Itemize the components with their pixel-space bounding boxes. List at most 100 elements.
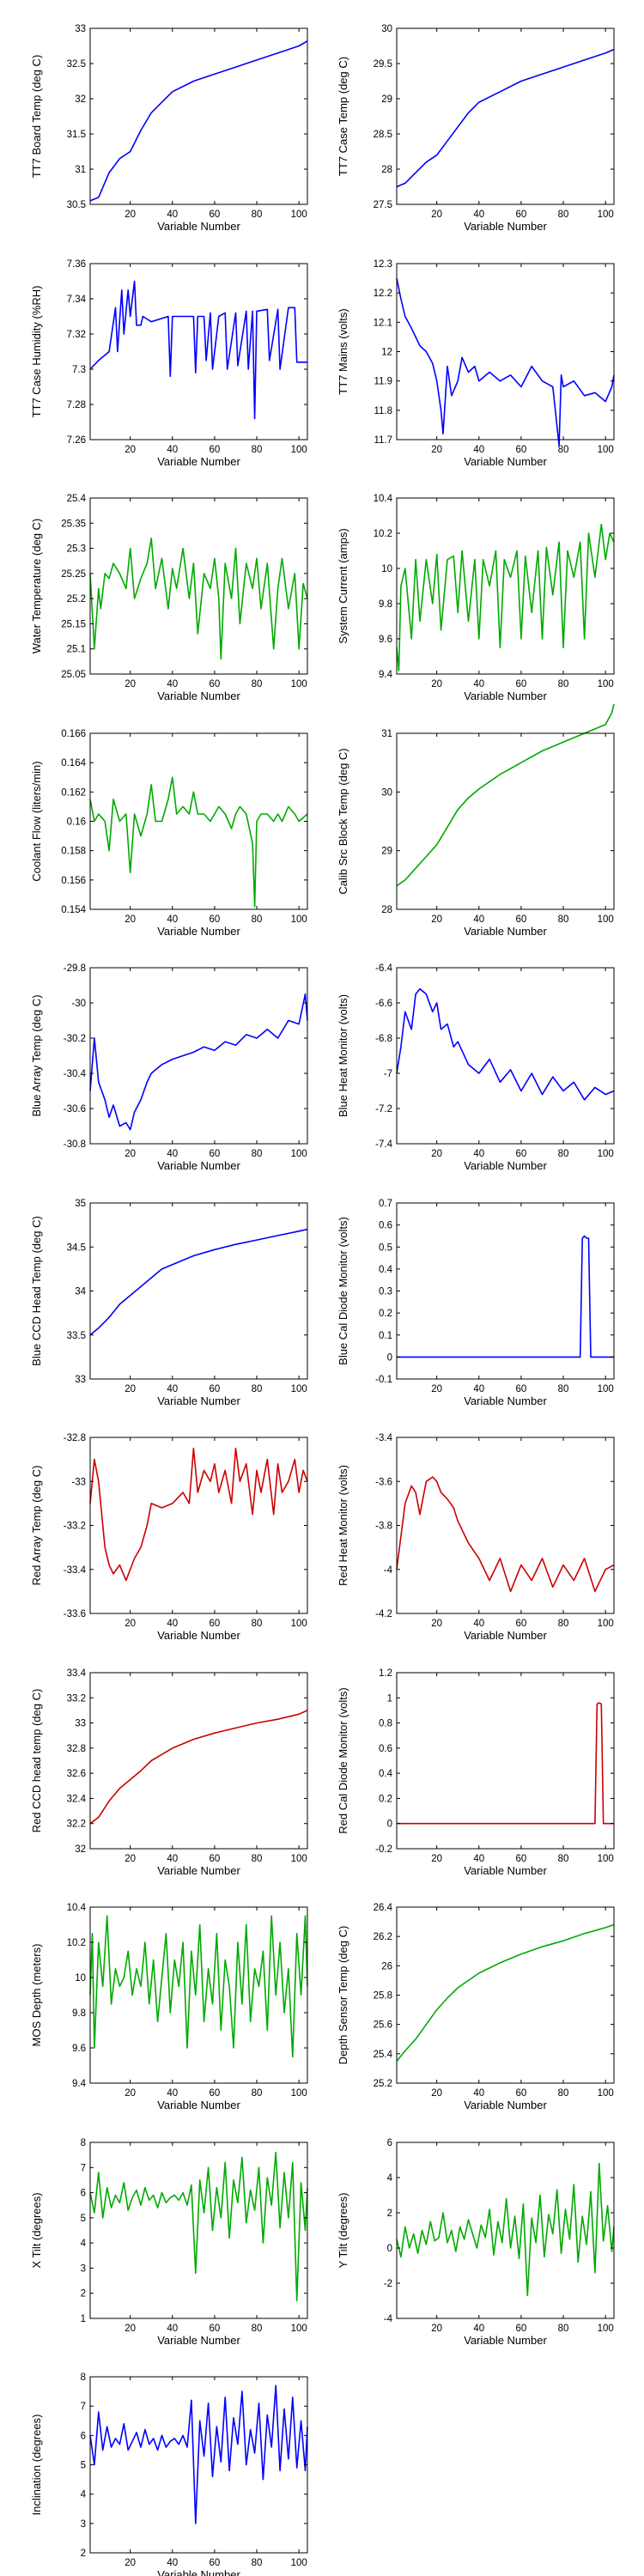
y-tick-label: 29.5 [374,59,392,70]
y-tick-label: 3 [81,2263,86,2274]
x-tick-label: 80 [252,679,263,690]
plot-frame [89,2142,308,2319]
y-tick-label: 32.8 [67,1744,86,1754]
x-tick-label: 60 [516,1384,527,1394]
x-tick-label: 60 [210,2558,221,2568]
x-tick-label: 80 [252,1854,263,1864]
series-line [396,2162,615,2297]
y-tick-label: -33 [71,1477,86,1487]
y-tick-label: -29.8 [64,963,86,974]
y-tick-label: 7.26 [67,435,86,446]
series-line [89,1710,308,1825]
y-tick-label: 9.6 [379,635,392,645]
x-tick-label: 20 [125,1854,136,1864]
x-axis-label: Variable Number [157,455,240,468]
y-tick-label: 0.2 [379,1794,392,1804]
y-tick-label: -4 [384,1565,393,1576]
x-tick-label: 80 [558,914,569,925]
plot-frame [89,27,308,205]
y-tick-label: 32.2 [67,1820,86,1830]
x-tick-label: 80 [252,1149,263,1159]
y-tick-label: 0.158 [61,847,86,857]
x-tick-label: 100 [291,1384,307,1394]
y-tick-label: 1.2 [379,1668,392,1679]
chart-panel: -0.2 0 0.2 0.4 0.6 0.8 1 1.2 20 40 60 80 100 Variable… [337,1668,615,1877]
y-tick-label: 0.5 [379,1242,392,1253]
series-line [89,1448,308,1582]
y-tick-label: 2 [81,2549,86,2559]
y-tick-label: 0.6 [379,1744,392,1754]
x-tick-label: 40 [473,679,484,690]
y-axis-label: Inclination (degrees) [30,2415,43,2516]
chart-panel: -33.6 -33.4 -33.2 -33 -32.8 20 40 60 80 100 Variab… [30,1433,308,1642]
y-tick-label: 25.3 [67,544,86,555]
plot-frame [89,1906,308,2084]
x-tick-label: 60 [210,210,221,220]
plot-frame [396,2142,615,2319]
y-tick-label: 10.2 [374,529,392,539]
x-tick-label: 100 [291,914,307,925]
y-tick-label: 12.3 [374,259,392,270]
y-tick-label: 4 [81,2490,87,2500]
y-tick-label: -4.2 [375,1609,392,1619]
y-axis-label: Red CCD head temp (deg C) [30,1689,43,1833]
y-axis-label: Blue Cal Diode Monitor (volts) [337,1217,349,1365]
x-axis-label: Variable Number [157,1629,240,1642]
y-tick-label: 34 [75,1287,86,1297]
series-line [396,1476,615,1593]
y-tick-label: 27.5 [374,200,392,210]
x-axis-label: Variable Number [464,220,547,233]
x-axis-label: Variable Number [157,2568,240,2576]
y-axis-label: MOS Depth (meters) [30,1944,43,2047]
x-tick-label: 40 [167,914,178,925]
y-tick-label: -7.4 [375,1139,392,1150]
y-tick-label: 25.8 [374,1991,392,2002]
y-tick-label: 25.15 [61,619,86,629]
x-axis-label: Variable Number [464,2099,547,2111]
y-tick-label: 12 [381,348,392,358]
y-tick-label: 0.164 [61,758,86,769]
x-tick-label: 100 [291,679,307,690]
y-tick-label: 0.2 [379,1309,392,1319]
y-axis-label: Red Cal Diode Monitor (volts) [337,1687,349,1834]
series-line [89,776,308,908]
x-tick-label: 80 [252,2088,263,2099]
x-tick-label: 80 [252,2324,263,2334]
y-tick-label: 10.4 [67,1903,87,1913]
series-line [396,277,615,447]
x-axis-label: Variable Number [157,1864,240,1877]
x-tick-label: 100 [598,1384,614,1394]
x-tick-label: 60 [516,2324,527,2334]
plot-frame [89,263,308,440]
y-tick-label: 7 [81,2402,86,2412]
y-axis-label: System Current (amps) [337,528,349,643]
series-line [89,538,308,660]
plot-frame [396,967,615,1145]
y-tick-label: 5 [81,2461,86,2471]
y-tick-label: 0.7 [379,1199,392,1209]
y-tick-label: 0 [387,2244,392,2254]
plot-frame [396,1437,615,1614]
y-tick-label: 7 [81,2163,86,2173]
y-tick-label: 9.4 [72,2079,87,2089]
x-tick-label: 100 [598,2324,614,2334]
y-tick-label: 7.3 [72,365,86,375]
x-axis-label: Variable Number [464,1629,547,1642]
plot-frame [89,732,308,910]
x-tick-label: 20 [125,2088,136,2099]
y-tick-label: -3.6 [375,1477,392,1487]
x-tick-label: 80 [252,2558,263,2568]
x-tick-label: 100 [291,1619,307,1629]
x-tick-label: 40 [167,2558,178,2568]
y-tick-label: 8 [81,2372,86,2383]
y-tick-label: 2 [81,2289,86,2300]
y-tick-label: -4 [384,2314,393,2324]
x-tick-label: 60 [516,1149,527,1159]
y-tick-label: -30.8 [64,1139,86,1150]
y-tick-label: 30 [381,24,392,34]
y-tick-label: -6.6 [375,999,392,1009]
y-tick-label: 7.36 [67,259,86,270]
x-axis-label: Variable Number [464,925,547,938]
y-tick-label: 0.16 [67,817,86,828]
plot-frame [396,27,615,205]
